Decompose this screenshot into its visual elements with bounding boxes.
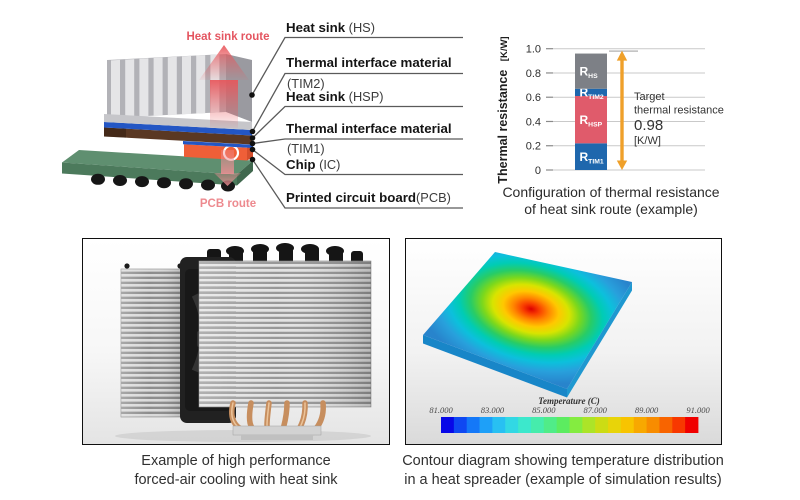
bar-segment-label: RHSP	[580, 113, 603, 129]
label-heat-sink-hsp: Heat sink (HSP)	[286, 89, 384, 104]
colorbar-tick-label: 91.000	[686, 405, 710, 415]
contour-art: Temperature (C) 81.000 83.000 85.000 87.000…	[423, 252, 710, 433]
heat-sink-route-label: Heat sink route	[186, 31, 269, 43]
colorbar-tick-label: 83.000	[481, 405, 505, 415]
label-heat-sink-hs: Heat sink (HS)	[286, 20, 375, 35]
hsp-shadow	[104, 127, 126, 138]
label-tim1-paren: (TIM1)	[287, 141, 325, 156]
colorbar-segment	[608, 417, 622, 433]
colorbar-segment	[453, 417, 468, 433]
label-tim1-title: Thermal interface material	[286, 121, 452, 136]
colorbar-segment	[441, 417, 455, 433]
cooler-base	[232, 425, 322, 440]
y-tick-label: 0	[535, 165, 541, 177]
pcb-board	[62, 150, 253, 192]
tim1-layer	[183, 141, 253, 148]
pcb-route-label: PCB route	[200, 198, 256, 210]
pipe-caps	[207, 243, 363, 265]
colorbar-segment	[530, 417, 545, 433]
colorbar-segment	[518, 417, 532, 433]
colorbar: 81.000 83.000 85.000 87.000 89.000 91.000	[429, 405, 710, 433]
leader-dots	[249, 92, 256, 163]
chart-y-axis-label: Thermal resistance [K/W]	[494, 36, 511, 183]
label-tim2-title: Thermal interface material	[286, 55, 452, 70]
target-annotation: thermal resistance	[634, 105, 724, 117]
pcb-route-arrow	[214, 150, 241, 186]
colorbar-tick-label: 87.000	[584, 405, 608, 415]
y-tick-label: 0.2	[526, 141, 541, 153]
tim2-layer	[104, 122, 252, 136]
bar-segment-label: RHS	[580, 64, 599, 80]
heat-sink-route-arrow	[199, 45, 249, 128]
colorbar-title: Temperature (C)	[538, 396, 599, 406]
colorbar-segment	[620, 417, 635, 433]
colorbar-segment	[633, 417, 647, 433]
colorbar-segment	[582, 417, 596, 433]
target-arrow-head-down	[616, 160, 628, 170]
label-pcb: Printed circuit board(PCB)	[286, 190, 451, 205]
colorbar-segment	[659, 417, 673, 433]
heatsink-photo-art	[115, 243, 372, 442]
colorbar-segment	[466, 417, 480, 433]
y-tick-label: 0.8	[526, 68, 541, 80]
colorbar-segment	[543, 417, 558, 433]
colorbar-segment	[685, 417, 699, 433]
heatsink-stack-illustration: Heat sink route PCB route	[62, 31, 463, 210]
label-tim2-paren: (TIM2)	[287, 76, 325, 91]
main-fin-stack	[198, 260, 372, 408]
colorbar-segment	[556, 417, 570, 433]
fin-stripes	[111, 54, 220, 119]
bar-segment-TIM1	[575, 143, 607, 170]
colorbar-segment	[479, 417, 493, 433]
colorbar-segment	[646, 417, 660, 433]
photo-caption: Example of high performance forced-air c…	[134, 453, 338, 488]
heatsink-photo	[82, 238, 390, 445]
colorbar-tick-label: 85.000	[532, 405, 556, 415]
colorbar-segment	[569, 417, 583, 433]
heat-spreader-plate	[423, 252, 632, 398]
target-arrow-head-up	[616, 50, 628, 61]
solder-balls	[91, 173, 235, 192]
bar-segment-HSP	[575, 96, 607, 144]
colorbar-segment	[595, 417, 609, 433]
chart-caption: Configuration of thermal resistance of h…	[502, 184, 720, 217]
y-tick-label: 0.4	[526, 116, 541, 128]
colorbar-segment	[492, 417, 506, 433]
left-fin-stack	[120, 263, 186, 418]
thermal-resistance-chart: Thermal resistance [K/W] 0 0.2 0.4 0.6 0.8 1.…	[494, 36, 724, 183]
bar-segment-label: RTIM2	[580, 86, 604, 102]
target-annotation: [K/W]	[634, 135, 661, 147]
y-tick-label: 1.0	[526, 44, 541, 56]
target-annotation: Target	[634, 91, 665, 103]
bar-segment-label: RTIM1	[580, 150, 604, 166]
bar-segment-TIM2	[575, 88, 607, 97]
contour-caption: Contour diagram showing temperature dist…	[402, 453, 724, 488]
colorbar-segment	[505, 417, 519, 433]
temperature-contour: Temperature (C) 81.000 83.000 85.000 87.000…	[405, 238, 722, 445]
y-tick-label: 0.6	[526, 92, 541, 104]
colorbar-segment	[672, 417, 686, 433]
colorbar-tick-label: 81.000	[429, 405, 453, 415]
bar-segment-HS	[575, 53, 607, 89]
colorbar-tick-label: 89.000	[635, 405, 659, 415]
leader-lines	[251, 36, 463, 209]
hsp-layer	[104, 127, 252, 145]
label-chip-ic: Chip (IC)	[286, 157, 341, 172]
target-annotation: 0.98	[634, 117, 663, 134]
